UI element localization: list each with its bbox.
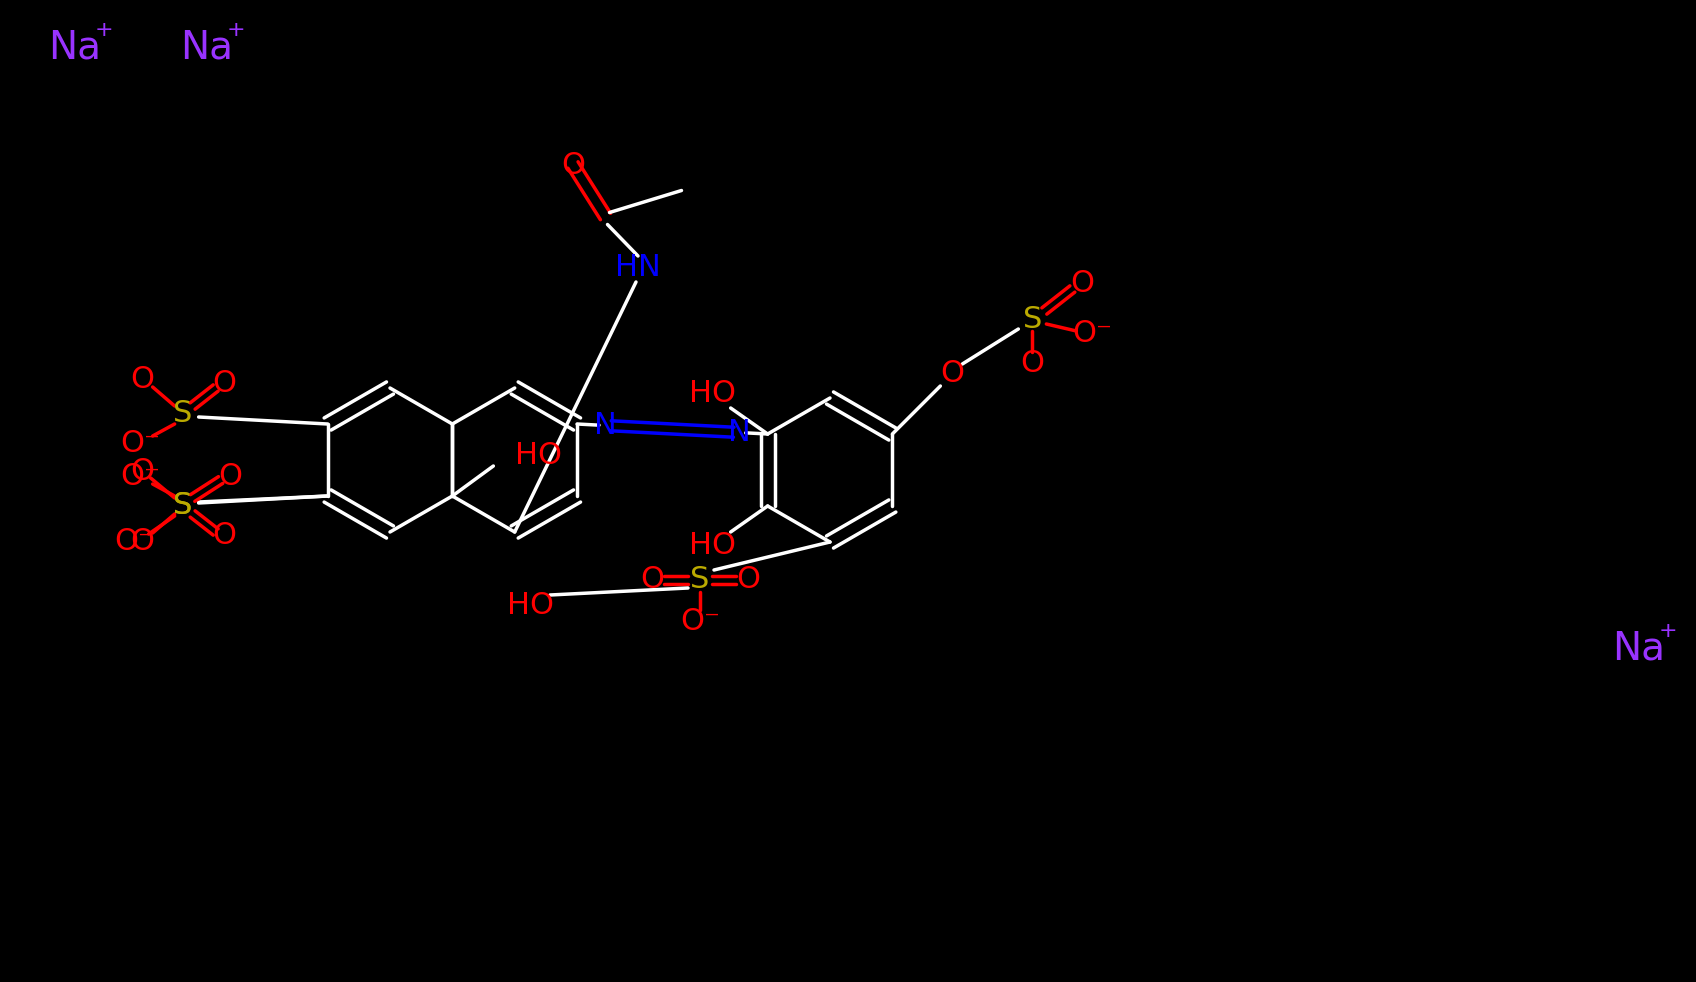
Text: +: +	[227, 20, 246, 40]
Text: +: +	[1659, 621, 1677, 641]
Text: N: N	[728, 418, 751, 447]
Text: O: O	[212, 369, 237, 399]
Text: O: O	[1070, 269, 1094, 299]
Text: O: O	[561, 150, 585, 180]
Text: S: S	[690, 566, 709, 594]
Text: Na: Na	[1611, 629, 1665, 667]
Text: S: S	[1023, 304, 1041, 334]
Text: O: O	[1021, 350, 1045, 378]
Text: HN: HN	[616, 253, 661, 283]
Text: S: S	[173, 400, 192, 428]
Text: O⁻: O⁻	[115, 526, 154, 556]
Text: HO: HO	[689, 379, 736, 409]
Text: O: O	[940, 359, 965, 389]
Text: HO: HO	[689, 531, 736, 561]
Text: HO: HO	[507, 590, 553, 620]
Text: O: O	[131, 457, 154, 485]
Text: HO: HO	[516, 442, 563, 470]
Text: S: S	[173, 492, 192, 520]
Text: Na: Na	[180, 28, 232, 66]
Text: S: S	[173, 492, 192, 520]
Text: O: O	[131, 364, 154, 394]
Text: O⁻: O⁻	[120, 462, 161, 490]
Text: O: O	[131, 526, 154, 556]
Text: Na: Na	[47, 28, 102, 66]
Text: O: O	[736, 566, 760, 594]
Text: O: O	[639, 566, 665, 594]
Text: O: O	[219, 462, 243, 490]
Text: +: +	[95, 20, 114, 40]
Text: O⁻: O⁻	[1072, 319, 1113, 349]
Text: O⁻: O⁻	[680, 608, 721, 636]
Text: N: N	[594, 411, 616, 440]
Text: O: O	[212, 521, 237, 551]
Text: O⁻: O⁻	[120, 429, 161, 459]
